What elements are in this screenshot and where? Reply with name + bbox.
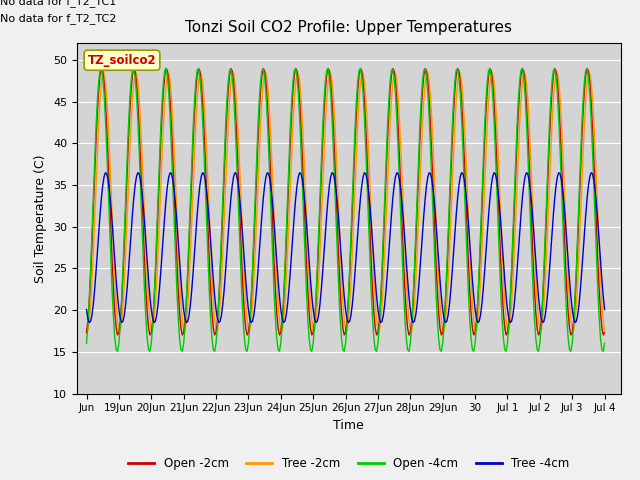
Title: Tonzi Soil CO2 Profile: Upper Temperatures: Tonzi Soil CO2 Profile: Upper Temperatur… — [186, 20, 512, 35]
Y-axis label: Soil Temperature (C): Soil Temperature (C) — [35, 154, 47, 283]
X-axis label: Time: Time — [333, 419, 364, 432]
Legend: Open -2cm, Tree -2cm, Open -4cm, Tree -4cm: Open -2cm, Tree -2cm, Open -4cm, Tree -4… — [124, 452, 574, 475]
Text: TZ_soilco2: TZ_soilco2 — [88, 54, 156, 67]
Text: No data for f_T2_TC1: No data for f_T2_TC1 — [1, 0, 116, 7]
Text: No data for f_T2_TC2: No data for f_T2_TC2 — [1, 13, 116, 24]
